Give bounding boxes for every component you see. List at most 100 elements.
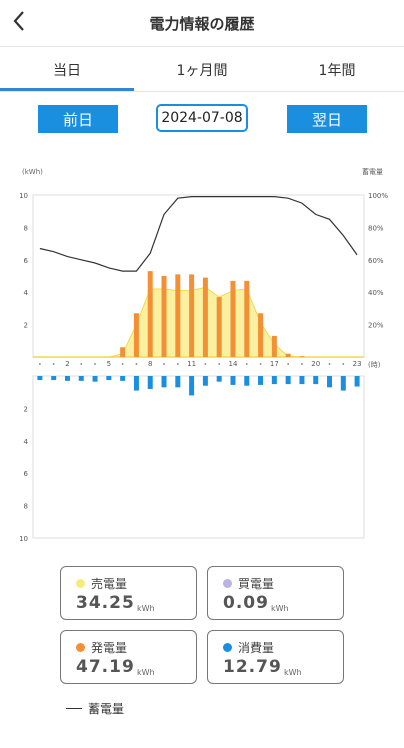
- consumption-bar: [230, 376, 236, 385]
- x-tick-dot: [218, 363, 221, 365]
- x-tick-dot: [204, 363, 207, 365]
- right-y-tick-label: 60%: [368, 257, 384, 265]
- consumption-value: 12.79: [223, 657, 282, 677]
- lower-y-tick-label: 2: [24, 405, 28, 413]
- tab-today[interactable]: 当日: [53, 63, 81, 79]
- x-tick-label: 11: [187, 360, 196, 368]
- consumption-bar: [120, 376, 126, 381]
- consumption-bar: [175, 376, 181, 388]
- right-y-tick-label: 80%: [368, 224, 384, 232]
- x-tick-label: 8: [148, 360, 152, 368]
- sell-value: 34.25: [76, 593, 135, 613]
- tab-month[interactable]: 1ヶ月間: [176, 63, 228, 79]
- active-tab-indicator: [0, 88, 134, 91]
- app-header: 電力情報の履歴: [0, 0, 404, 47]
- consumption-bar: [64, 376, 70, 381]
- generation-label: 発電量: [91, 641, 128, 655]
- date-selector[interactable]: 2024-07-08: [156, 104, 248, 132]
- generation-bar: [299, 356, 305, 357]
- consumption-bar: [244, 376, 250, 386]
- x-tick-dot: [259, 363, 262, 365]
- right-y-tick-label: 20%: [368, 322, 384, 330]
- previous-day-button[interactable]: 前日: [38, 105, 118, 133]
- upper-y-tick-label: 4: [24, 289, 29, 297]
- consumption-bar: [78, 376, 84, 381]
- buy-value: 0.09: [223, 593, 269, 613]
- tab-year[interactable]: 1年間: [318, 63, 356, 79]
- right-y-tick-label: 40%: [368, 289, 384, 297]
- consumption-bar: [189, 376, 195, 396]
- generation-unit: kWh: [137, 668, 155, 677]
- x-tick-dot: [287, 363, 290, 365]
- generation-bar: [230, 280, 236, 357]
- generation-bar: [147, 271, 153, 357]
- x-tick-label: 23: [353, 360, 362, 368]
- x-tick-dot: [135, 363, 138, 365]
- x-tick-dot: [80, 363, 83, 365]
- consumption-bar: [92, 376, 98, 382]
- battery-line: [39, 196, 358, 272]
- summary-card-consumption: 消費量 12.79 kWh: [207, 630, 344, 684]
- generation-bar: [258, 313, 264, 357]
- generation-bar: [120, 347, 126, 357]
- consumption-legend-dot: [223, 643, 232, 652]
- consumption-label: 消費量: [238, 641, 275, 655]
- tabs-divider: [0, 91, 404, 92]
- x-tick-dot: [342, 363, 345, 365]
- x-tick-dot: [163, 363, 165, 365]
- consumption-bar: [258, 376, 264, 385]
- consumption-bar: [285, 376, 291, 385]
- consumption-bar: [37, 376, 43, 381]
- upper-y-tick-label: 2: [24, 322, 28, 330]
- x-tick-label: 2: [65, 360, 69, 368]
- period-tabs: 当日 1ヶ月間 1年間: [0, 50, 404, 92]
- generation-bar: [244, 280, 250, 357]
- x-axis-unit: (時): [368, 361, 381, 369]
- upper-y-tick-label: 8: [24, 224, 28, 232]
- generation-bar: [133, 313, 139, 357]
- consumption-bar: [51, 376, 57, 381]
- battery-line-swatch: [66, 707, 82, 710]
- x-tick-label: 20: [311, 360, 320, 368]
- battery-legend-label: 蓄電量: [88, 702, 125, 716]
- left-axis-unit: (kWh): [22, 168, 43, 176]
- x-tick-dot: [245, 363, 248, 365]
- lower-y-tick-label: 6: [24, 470, 29, 478]
- sell-area: [33, 286, 364, 358]
- summary-card-sell: 売電量 34.25 kWh: [60, 566, 197, 620]
- back-button[interactable]: [4, 6, 34, 36]
- energy-chart: (kWh) 蓄電量 (時) 10 8 6 4 2 100% 80% 60% 40% 20% 2 4 6 8 10 2…: [19, 167, 388, 543]
- chevron-left-icon: [13, 11, 24, 31]
- sell-legend-dot: [76, 579, 85, 588]
- upper-y-tick-label: 10: [19, 192, 28, 200]
- battery-legend: 蓄電量: [66, 700, 124, 717]
- lower-y-tick-label: 8: [24, 503, 28, 511]
- lower-plot-frame: [32, 375, 365, 539]
- x-tick-dot: [52, 363, 55, 365]
- x-tick-dot: [176, 363, 179, 365]
- right-y-tick-label: 100%: [368, 192, 388, 200]
- generation-bar: [161, 276, 167, 357]
- next-day-button[interactable]: 翌日: [287, 105, 367, 133]
- x-tick-label: 5: [107, 360, 111, 368]
- consumption-bar: [133, 376, 139, 391]
- generation-bar: [175, 274, 181, 357]
- sell-label: 売電量: [91, 577, 128, 591]
- generation-legend-dot: [76, 643, 85, 652]
- consumption-bar: [340, 376, 346, 391]
- x-tick-dot: [328, 363, 331, 365]
- generation-bar: [271, 335, 277, 357]
- consumption-bar: [354, 376, 360, 387]
- consumption-bar: [299, 376, 305, 385]
- consumption-bar: [106, 376, 112, 381]
- generation-bar: [285, 353, 291, 357]
- x-tick-label: 14: [229, 360, 238, 368]
- consumption-bar: [327, 376, 333, 388]
- consumption-bar: [216, 376, 222, 382]
- lower-y-tick-label: 4: [24, 438, 29, 446]
- generation-value: 47.19: [76, 657, 135, 677]
- sell-unit: kWh: [137, 604, 155, 613]
- upper-y-tick-label: 6: [24, 257, 29, 265]
- right-axis-unit: 蓄電量: [362, 167, 383, 176]
- generation-bar: [202, 277, 208, 357]
